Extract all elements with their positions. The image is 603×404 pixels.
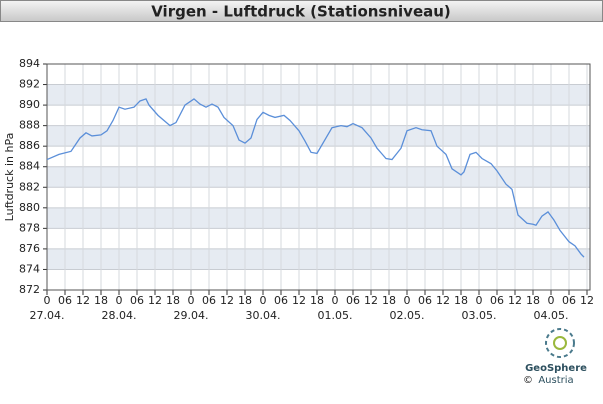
x-tick-label: 06 xyxy=(202,294,216,307)
date-label: 29.04. xyxy=(174,309,209,322)
grid-band xyxy=(47,166,590,188)
x-tick-label: 12 xyxy=(508,294,522,307)
grid-band xyxy=(47,125,590,147)
plot-frame xyxy=(46,63,591,291)
y-tick-label: 872 xyxy=(19,283,40,296)
y-axis-label: Luftdruck in hPa xyxy=(3,133,16,222)
x-tick-label: 12 xyxy=(76,294,90,307)
x-tick-label: 18 xyxy=(526,294,540,307)
x-tick-label: 18 xyxy=(94,294,108,307)
x-tick-label: 12 xyxy=(364,294,378,307)
line xyxy=(46,98,585,258)
y-tick-label: 890 xyxy=(19,98,40,111)
logo-sub: Austria xyxy=(538,375,573,386)
y-tick-label: 886 xyxy=(19,139,40,152)
x-tick-label: 12 xyxy=(292,294,306,307)
x-tick-label: 06 xyxy=(274,294,288,307)
y-tick-label: 874 xyxy=(19,262,40,275)
date-label: 28.04. xyxy=(102,309,137,322)
x-tick-label: 06 xyxy=(418,294,432,307)
grid-band xyxy=(47,84,590,106)
date-label: 02.05. xyxy=(390,309,425,322)
chart-title: Virgen - Luftdruck (Stationsniveau) xyxy=(151,3,451,21)
copyright: © xyxy=(523,375,533,386)
x-tick-label: 06 xyxy=(490,294,504,307)
x-tick-label: 0 xyxy=(548,294,555,307)
x-tick-label: 0 xyxy=(116,294,123,307)
x-tick-label: 18 xyxy=(382,294,396,307)
logo-icon xyxy=(545,328,575,358)
y-tick-label: 878 xyxy=(19,221,40,234)
x-tick-label: 18 xyxy=(454,294,468,307)
x-tick-label: 12 xyxy=(436,294,450,307)
x-tick-label: 12 xyxy=(220,294,234,307)
grid-band xyxy=(47,207,590,229)
grid-band xyxy=(47,248,590,270)
x-tick-label: 06 xyxy=(346,294,360,307)
logo: GeoSphere Austria © xyxy=(523,328,587,386)
date-label: 03.05. xyxy=(462,309,497,322)
y-tick-label: 894 xyxy=(19,57,40,70)
y-tick-label: 882 xyxy=(19,180,40,193)
x-tick-label: 0 xyxy=(332,294,339,307)
y-tick-label: 884 xyxy=(19,160,40,173)
y-tick-label: 876 xyxy=(19,242,40,255)
date-label: 27.04. xyxy=(30,309,65,322)
x-tick-label: 0 xyxy=(476,294,483,307)
x-tick-label: 0 xyxy=(404,294,411,307)
x-tick-label: 06 xyxy=(562,294,576,307)
date-label: 30.04. xyxy=(246,309,281,322)
x-tick-label: 12 xyxy=(580,294,594,307)
date-label: 01.05. xyxy=(318,309,353,322)
date-label: 04.05. xyxy=(534,309,569,322)
x-tick-label: 0 xyxy=(260,294,267,307)
x-tick-label: 18 xyxy=(238,294,252,307)
y-tick-label: 888 xyxy=(19,119,40,132)
x-tick-label: 0 xyxy=(188,294,195,307)
x-tick-label: 12 xyxy=(148,294,162,307)
logo-name: GeoSphere xyxy=(525,363,587,374)
y-tick-label: 880 xyxy=(19,201,40,214)
x-tick-label: 18 xyxy=(166,294,180,307)
x-tick-label: 06 xyxy=(58,294,72,307)
x-tick-label: 18 xyxy=(310,294,324,307)
y-tick-label: 892 xyxy=(19,78,40,91)
x-tick-label: 06 xyxy=(130,294,144,307)
logo-icon xyxy=(553,336,567,350)
x-tick-label: 0 xyxy=(44,294,51,307)
